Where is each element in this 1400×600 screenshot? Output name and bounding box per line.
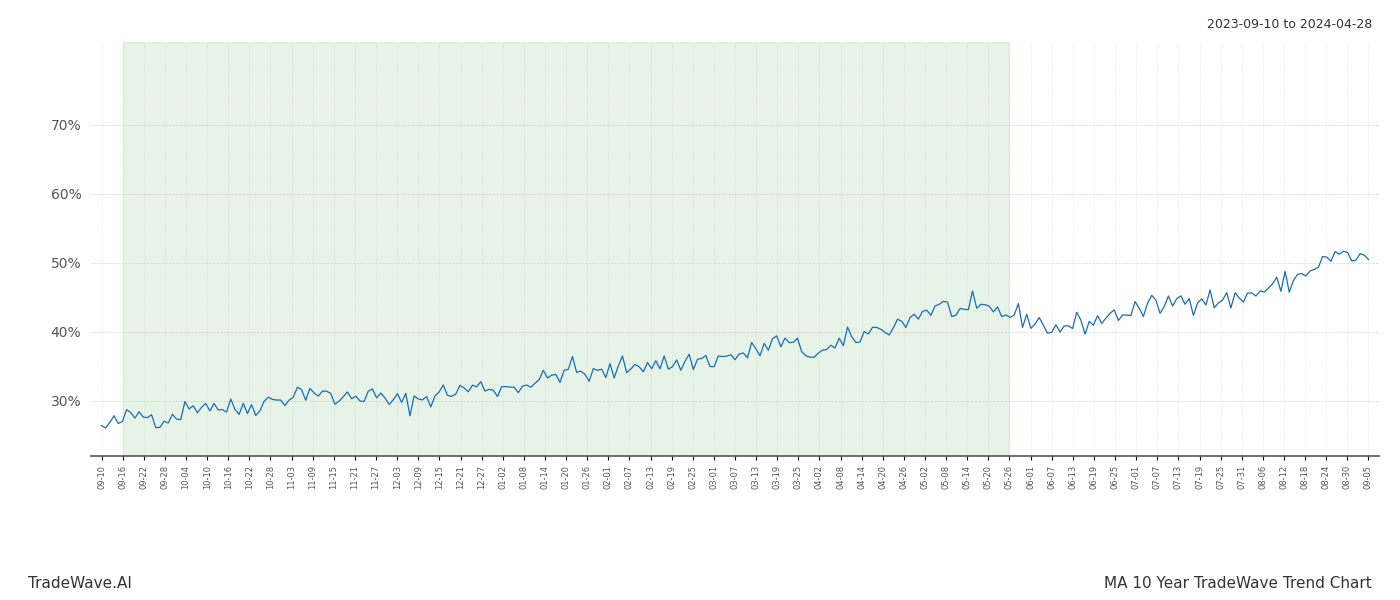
Bar: [123, 42, 1009, 456]
Text: MA 10 Year TradeWave Trend Chart: MA 10 Year TradeWave Trend Chart: [1105, 576, 1372, 591]
Text: TradeWave.AI: TradeWave.AI: [28, 576, 132, 591]
Text: 2023-09-10 to 2024-04-28: 2023-09-10 to 2024-04-28: [1207, 18, 1372, 31]
